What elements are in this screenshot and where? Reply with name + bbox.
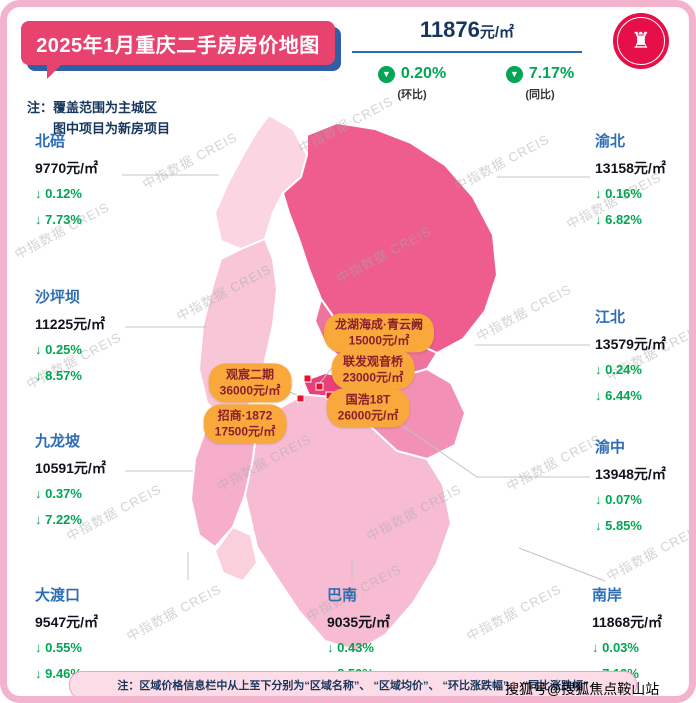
district-price: 9770元/㎡ bbox=[35, 160, 99, 176]
project-label-lianfa-guanyinqiao: 联发观音桥 23000元/㎡ bbox=[331, 350, 415, 390]
project-name: 龙湖海成·青云阙 bbox=[335, 317, 423, 332]
district-name: 大渡口 bbox=[35, 587, 81, 604]
project-label-guanchen-phase2: 观宸二期 36000元/㎡ bbox=[208, 363, 292, 403]
map-region-banan bbox=[244, 394, 452, 652]
footer-legend-note: 注：区域价格信息栏中从上至下分别为“区域名称”、 “区域均价”、 “环比涨跌幅”… bbox=[69, 671, 637, 696]
coverage-note-line1: 注：覆盖范围为主城区 bbox=[27, 100, 158, 115]
mom-stat: ▼ 0.20% (环比) bbox=[357, 65, 467, 102]
citywide-average-price: 11876元/㎡ bbox=[352, 17, 582, 43]
coverage-note: 注：覆盖范围为主城区 图中项目为新房项目 bbox=[27, 97, 170, 140]
down-arrow-icon: ▼ bbox=[377, 65, 395, 83]
project-price: 26000元/㎡ bbox=[337, 408, 399, 422]
district-mom: ↓ 0.43% bbox=[327, 640, 374, 655]
yoy-value: 7.17% bbox=[528, 65, 575, 82]
district-mom: ↓ 0.24% bbox=[595, 362, 642, 377]
project-name: 国浩18T bbox=[345, 392, 391, 407]
project-price: 23000元/㎡ bbox=[342, 370, 404, 384]
district-mom: ↓ 0.37% bbox=[35, 486, 82, 501]
average-price-value: 11876 bbox=[419, 17, 480, 42]
district-name: 巴南 bbox=[327, 587, 358, 604]
project-name: 联发观音桥 bbox=[342, 354, 403, 369]
district-name: 沙坪坝 bbox=[35, 289, 81, 306]
district-price: 11225元/㎡ bbox=[35, 316, 106, 332]
district-info-dadukou: 大渡口 9547元/㎡ ↓ 0.55% ↓ 9.46% bbox=[35, 583, 98, 687]
district-mom: ↓ 0.16% bbox=[595, 186, 642, 201]
sohu-watermark: 搜狐号@搜狐焦点鞍山站 bbox=[505, 681, 660, 697]
mom-value: 0.20% bbox=[400, 65, 447, 82]
district-name: 江北 bbox=[595, 309, 626, 326]
district-name: 渝中 bbox=[595, 439, 626, 456]
district-info-jiangbei: 江北 13579元/㎡ ↓ 0.24% ↓ 6.44% bbox=[595, 305, 666, 409]
project-name: 观宸二期 bbox=[225, 367, 274, 382]
footer-note-text: 注：区域价格信息栏中从上至下分别为“区域名称”、 “区域均价”、 “环比涨跌幅”… bbox=[117, 680, 589, 692]
district-price: 13579元/㎡ bbox=[595, 336, 666, 352]
district-name: 北碚 bbox=[35, 133, 66, 150]
average-price-underline bbox=[352, 51, 582, 53]
coverage-note-line2: 图中项目为新房项目 bbox=[53, 121, 171, 137]
mom-label: (环比) bbox=[397, 89, 427, 101]
district-yoy: ↓ 6.82% bbox=[595, 212, 642, 227]
district-info-yubei: 渝北 13158元/㎡ ↓ 0.16% ↓ 6.82% bbox=[595, 129, 666, 233]
page-title: 2025年1月重庆二手房房价地图 bbox=[36, 34, 320, 57]
project-name: 招商·1872 bbox=[217, 408, 273, 423]
project-label-longhu-haicheng: 龙湖海成·青云阙 15000元/㎡ bbox=[324, 313, 434, 353]
yoy-stat: ▼ 7.17% (同比) bbox=[485, 65, 595, 102]
district-mom: ↓ 0.03% bbox=[592, 640, 639, 655]
average-price-unit: 元/㎡ bbox=[479, 24, 515, 41]
project-label-guohao-18t: 国浩18T 26000元/㎡ bbox=[326, 388, 410, 428]
district-price: 10591元/㎡ bbox=[35, 460, 106, 476]
down-arrow-icon: ▼ bbox=[505, 65, 523, 83]
project-price: 15000元/㎡ bbox=[348, 333, 410, 347]
title-banner: 2025年1月重庆二手房房价地图 bbox=[21, 21, 335, 65]
district-info-shapingba: 沙坪坝 11225元/㎡ ↓ 0.25% ↓ 8.57% bbox=[35, 285, 105, 389]
district-info-yuzhong: 渝中 13948元/㎡ ↓ 0.07% ↓ 5.85% bbox=[595, 435, 666, 539]
district-yoy: ↓ 8.57% bbox=[35, 368, 82, 383]
district-mom: ↓ 0.12% bbox=[35, 186, 82, 201]
district-mom: ↓ 0.25% bbox=[35, 342, 82, 357]
district-mom: ↓ 0.55% bbox=[35, 640, 82, 655]
district-info-jiulongpo: 九龙坡 10591元/㎡ ↓ 0.37% ↓ 7.22% bbox=[35, 429, 106, 533]
project-price: 17500元/㎡ bbox=[214, 424, 276, 438]
district-price: 13948元/㎡ bbox=[595, 466, 666, 482]
district-mom: ↓ 0.07% bbox=[595, 492, 642, 507]
district-name: 渝北 bbox=[595, 133, 626, 150]
district-price: 13158元/㎡ bbox=[595, 160, 666, 176]
district-price: 9035元/㎡ bbox=[327, 614, 391, 630]
project-price: 36000元/㎡ bbox=[219, 383, 281, 397]
title-banner-tail bbox=[47, 64, 62, 79]
district-name: 九龙坡 bbox=[35, 433, 81, 450]
project-label-zhaoshang-1872: 招商·1872 17500元/㎡ bbox=[203, 404, 287, 444]
district-yoy: ↓ 5.85% bbox=[595, 518, 642, 533]
map-region-dadukou bbox=[214, 526, 258, 582]
cihi-logo: ♜ bbox=[613, 13, 669, 69]
yoy-label: (同比) bbox=[525, 89, 555, 101]
castle-icon: ♜ bbox=[631, 28, 651, 53]
district-yoy: ↓ 7.73% bbox=[35, 212, 82, 227]
chongqing-map bbox=[122, 114, 606, 652]
district-price: 9547元/㎡ bbox=[35, 614, 99, 630]
district-price: 11868元/㎡ bbox=[592, 614, 663, 630]
district-info-nanan: 南岸 11868元/㎡ ↓ 0.03% ↓ 7.19% bbox=[592, 583, 662, 687]
district-info-beibei: 北碚 9770元/㎡ ↓ 0.12% ↓ 7.73% bbox=[35, 129, 98, 233]
district-yoy: ↓ 7.22% bbox=[35, 512, 82, 527]
district-name: 南岸 bbox=[592, 587, 623, 604]
district-yoy: ↓ 6.44% bbox=[595, 388, 642, 403]
